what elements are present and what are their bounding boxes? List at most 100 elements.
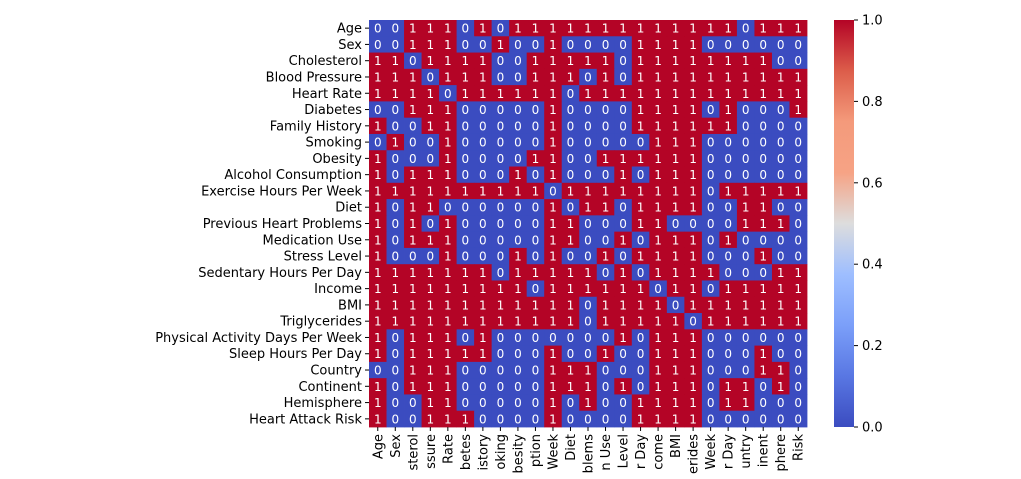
heatmap-cell-value: 1 [462, 282, 470, 296]
heatmap-cell [596, 280, 615, 298]
heatmap-cell [491, 117, 510, 135]
heatmap-cell [421, 296, 440, 314]
heatmap-cell [491, 378, 510, 395]
heatmap-cell [649, 280, 668, 298]
heatmap-cell [439, 199, 457, 216]
heatmap-cell [754, 215, 773, 233]
heatmap-cell-value: 0 [479, 119, 487, 133]
heatmap-cell-value: 1 [409, 87, 417, 101]
heatmap-cell [666, 36, 685, 53]
heatmap-cell-value: 1 [707, 22, 715, 36]
heatmap-cell-value: 1 [794, 266, 802, 280]
heatmap-cell [456, 117, 475, 135]
heatmap-cell [526, 166, 545, 184]
heatmap-cell-value: 1 [479, 54, 487, 68]
heatmap-cell [544, 264, 563, 281]
heatmap-cell [719, 247, 738, 265]
heatmap-cell-value: 1 [549, 22, 557, 36]
heatmap-cell-value: 0 [391, 152, 399, 166]
heatmap-cell-value: 1 [462, 347, 470, 361]
heatmap-cell [614, 101, 633, 119]
heatmap-cell [386, 378, 405, 395]
heatmap-cell-value: 0 [497, 396, 505, 410]
heatmap-cell [544, 52, 563, 70]
heatmap-cell [596, 199, 615, 216]
heatmap-cell-value: 1 [409, 184, 417, 198]
heatmap-cell-value: 1 [374, 54, 382, 68]
heatmap-cell [509, 101, 528, 119]
heatmap-cell [719, 361, 738, 379]
heatmap-cell [439, 231, 457, 249]
heatmap-cell-value: 0 [497, 136, 505, 150]
heatmap-cell-value: 1 [549, 54, 557, 68]
row-label: Heart Attack Risk [249, 412, 362, 427]
heatmap-cell [544, 20, 563, 37]
heatmap-cell-value: 0 [497, 250, 505, 264]
heatmap-cell [474, 215, 493, 233]
heatmap-cell [456, 68, 475, 86]
heatmap-cell [404, 166, 422, 184]
heatmap-cell-value: 0 [777, 152, 785, 166]
heatmap-cell [649, 117, 668, 135]
heatmap-cell [474, 280, 493, 298]
heatmap-cell-value: 0 [707, 152, 715, 166]
heatmap-cell-value: 1 [724, 87, 732, 101]
heatmap-cell-value: 1 [444, 364, 452, 378]
column-label: Diet [564, 434, 579, 461]
heatmap-cell [754, 166, 773, 184]
heatmap-cell [386, 231, 405, 249]
heatmap-cell-value: 1 [514, 168, 522, 182]
heatmap-cell-value: 1 [409, 201, 417, 215]
heatmap-cell-value: 1 [707, 315, 715, 329]
heatmap-cell-value: 1 [426, 331, 434, 345]
heatmap-cell-value: 0 [707, 331, 715, 345]
heatmap-cell-value: 0 [584, 217, 592, 231]
heatmap-cell-value: 1 [759, 364, 767, 378]
heatmap-cell [369, 231, 387, 249]
heatmap-cell-value: 0 [532, 136, 540, 150]
heatmap-cell [684, 36, 703, 53]
heatmap-cell-value: 1 [374, 396, 382, 410]
heatmap-cell [596, 68, 615, 86]
heatmap-cell [684, 68, 703, 86]
heatmap-cell-value: 0 [794, 168, 802, 182]
heatmap-cell [719, 36, 738, 53]
heatmap-cell-value: 1 [602, 54, 610, 68]
heatmap-cell-value: 0 [794, 119, 802, 133]
heatmap-cell [474, 264, 493, 281]
heatmap-cell-value: 0 [637, 168, 645, 182]
heatmap-cell [701, 378, 720, 395]
heatmap-cell-value: 1 [409, 168, 417, 182]
heatmap-cell [404, 410, 422, 428]
heatmap-cell [789, 394, 808, 412]
heatmap-cell [579, 133, 598, 151]
heatmap-cell-value: 0 [462, 380, 470, 394]
heatmap-cell-value: 1 [794, 282, 802, 296]
heatmap-cell-value: 1 [654, 233, 662, 247]
heatmap-cell-value: 0 [742, 331, 750, 345]
heatmap-cell-value: 0 [391, 168, 399, 182]
heatmap-cell [684, 150, 703, 167]
heatmap-cell [579, 247, 598, 265]
heatmap-cell-value: 0 [742, 364, 750, 378]
heatmap-cell [421, 313, 440, 330]
heatmap-cell-value: 0 [637, 347, 645, 361]
heatmap-cell-value: 0 [497, 103, 505, 117]
heatmap-cell [596, 313, 615, 330]
heatmap-cell-value: 0 [777, 331, 785, 345]
heatmap-cell [649, 85, 668, 102]
heatmap-cell [754, 264, 773, 281]
heatmap-cell-value: 0 [374, 103, 382, 117]
heatmap-cell-value: 1 [654, 266, 662, 280]
heatmap-cell-value: 0 [567, 168, 575, 182]
heatmap-cell-value: 0 [462, 103, 470, 117]
heatmap-cell [544, 231, 563, 249]
heatmap-cell [404, 264, 422, 281]
heatmap-cell-value: 1 [637, 298, 645, 312]
heatmap-cell-value: 1 [759, 87, 767, 101]
heatmap-cell-value: 1 [672, 315, 680, 329]
heatmap-cell-value: 1 [409, 233, 417, 247]
heatmap-cell-value: 0 [444, 201, 452, 215]
